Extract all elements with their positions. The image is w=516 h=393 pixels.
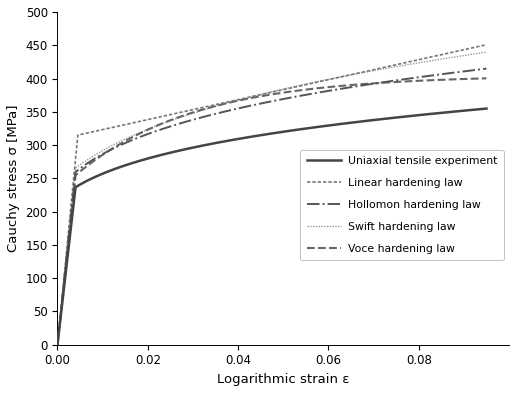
Y-axis label: Cauchy stress σ [MPa]: Cauchy stress σ [MPa] (7, 105, 20, 252)
Legend: Uniaxial tensile experiment, Linear hardening law, Hollomon hardening law, Swift: Uniaxial tensile experiment, Linear hard… (300, 150, 504, 260)
X-axis label: Logarithmic strain ε: Logarithmic strain ε (217, 373, 349, 386)
